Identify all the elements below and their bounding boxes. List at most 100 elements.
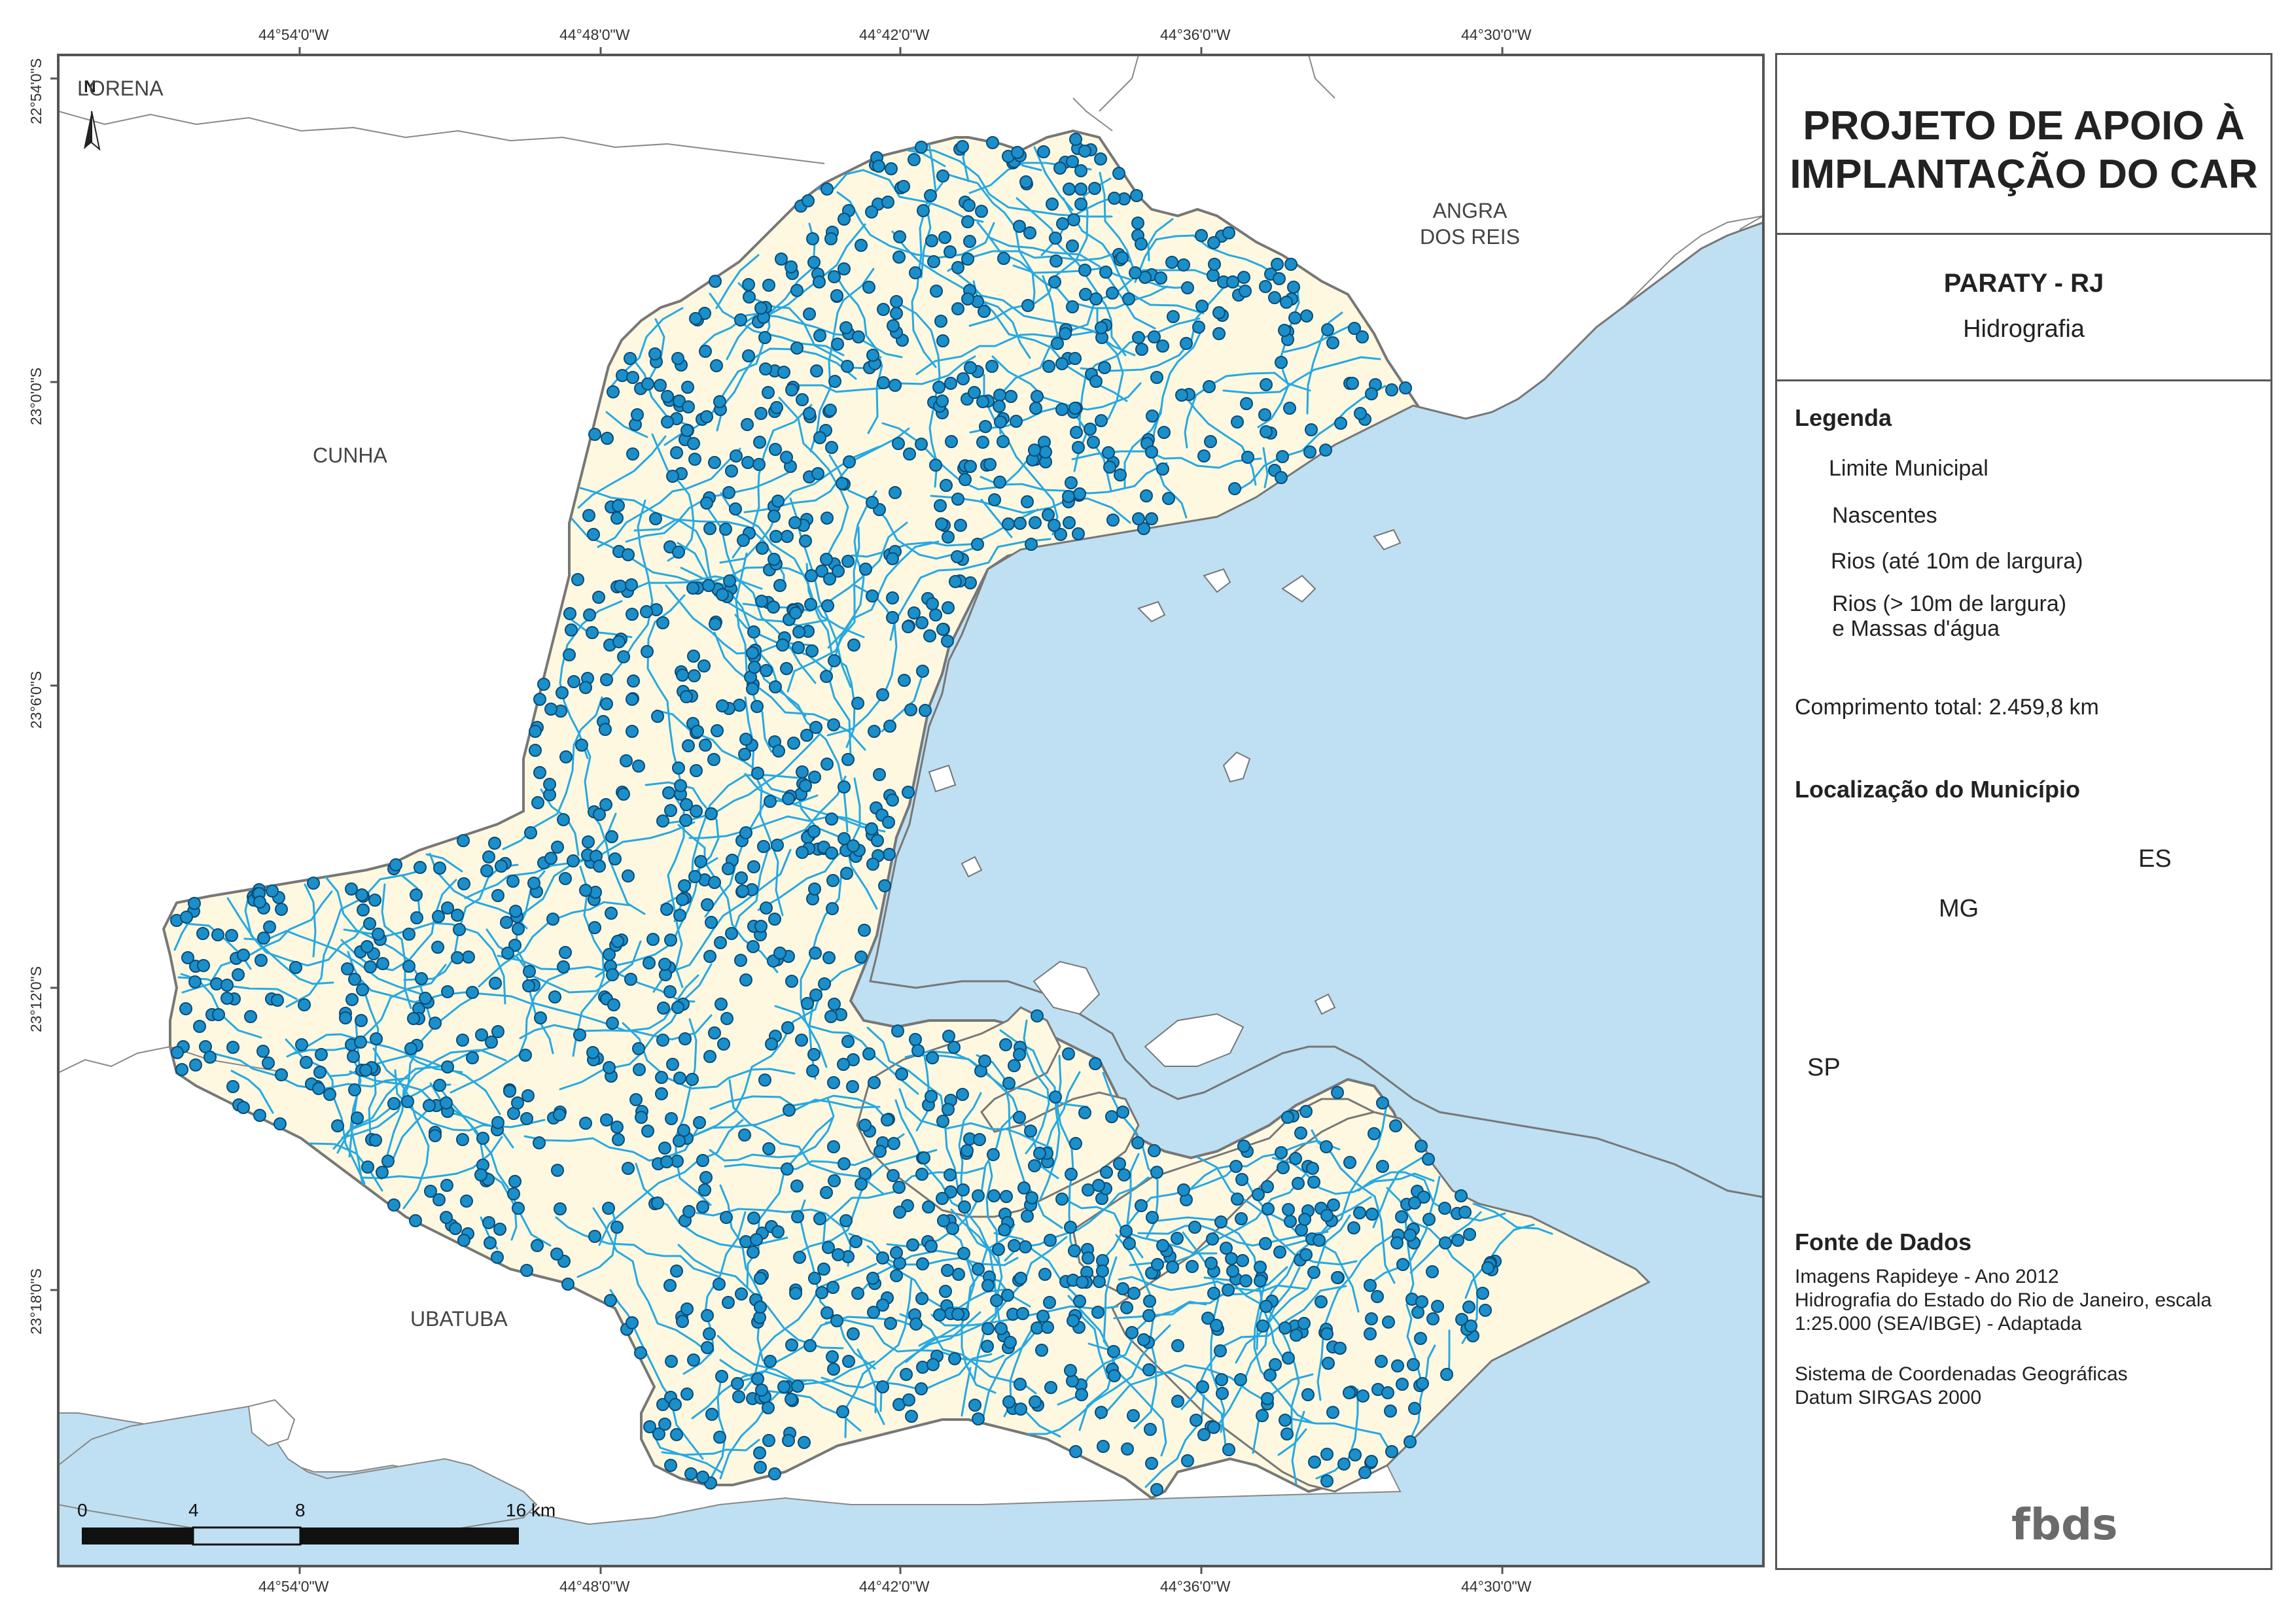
river-segment — [572, 865, 605, 1057]
spring-point — [1343, 1156, 1356, 1169]
spring-point — [1013, 1048, 1026, 1061]
spring-point — [1239, 1274, 1252, 1287]
spring-point — [376, 1166, 389, 1179]
spring-point — [482, 850, 495, 864]
spring-point — [866, 1272, 879, 1285]
spring-point — [887, 1169, 900, 1182]
legend-river-label: Rios (até 10m de largura) — [1831, 549, 2083, 574]
spring-point — [1156, 1239, 1169, 1252]
spring-point — [1067, 213, 1080, 226]
spring-point — [747, 625, 760, 638]
spring-point — [582, 835, 595, 848]
spring-point — [847, 638, 860, 652]
island-4 — [1281, 574, 1316, 603]
spring-point — [1365, 1455, 1378, 1468]
spring-point — [859, 563, 872, 576]
spring-point — [1407, 1358, 1420, 1371]
spring-point — [1283, 402, 1296, 415]
spring-point — [624, 973, 637, 986]
spring-point — [551, 841, 564, 854]
spring-point — [593, 808, 606, 821]
spring-point — [709, 618, 722, 631]
spring-point — [938, 231, 951, 244]
spring-point — [1066, 239, 1079, 253]
spring-point — [671, 352, 684, 365]
spring-point — [696, 1200, 709, 1213]
spring-point — [256, 1045, 270, 1058]
spring-point — [641, 645, 654, 658]
spring-point — [544, 852, 557, 865]
spring-point — [1074, 198, 1087, 211]
spring-point — [754, 1272, 767, 1285]
spring-point — [457, 834, 470, 847]
spring-point — [739, 826, 752, 839]
spring-point — [937, 1214, 950, 1227]
spring-point — [441, 901, 454, 915]
spring-point — [754, 1300, 767, 1314]
spring-point — [671, 1001, 684, 1014]
lon-label-top-3: 44°42'0"W — [859, 26, 930, 43]
spring-point — [948, 1352, 961, 1365]
spring-point — [976, 395, 989, 408]
spring-point — [1260, 425, 1273, 438]
spring-point — [841, 1035, 855, 1048]
spring-point — [1391, 1359, 1404, 1372]
spring-point — [791, 1210, 804, 1223]
spring-point — [771, 839, 784, 852]
spring-point — [1207, 1287, 1220, 1300]
spring-point — [1084, 423, 1097, 436]
spring-point — [993, 400, 1006, 413]
river-segment — [450, 971, 569, 1094]
place-cunha: CUNHA — [313, 444, 387, 467]
spring-point — [827, 1076, 840, 1089]
spring-point — [737, 534, 750, 547]
island-5 — [1203, 568, 1231, 593]
spring-point — [1381, 1386, 1394, 1399]
spring-point — [1069, 352, 1082, 365]
spring-point — [687, 1353, 700, 1367]
spring-point — [769, 530, 783, 543]
spring-point — [688, 453, 701, 466]
spring-point — [673, 1072, 686, 1085]
scale-label-0: 0 — [77, 1500, 88, 1520]
spring-point — [600, 673, 613, 686]
spring-point — [253, 1109, 266, 1122]
spring-point — [347, 1050, 360, 1063]
spring-point — [1125, 1326, 1139, 1339]
spring-point — [876, 1380, 889, 1393]
spring-point — [942, 531, 955, 544]
spring-point — [1062, 490, 1075, 503]
spring-point — [387, 1097, 400, 1110]
legend-municipal-label: Limite Municipal — [1829, 456, 1988, 481]
spring-point — [1260, 1300, 1273, 1313]
source-line-1: Imagens Rapideye - Ano 2012 — [1795, 1266, 2059, 1287]
spring-point — [1365, 1312, 1378, 1325]
spring-point — [573, 1028, 586, 1041]
spring-point — [986, 136, 999, 149]
source-line-5: Sistema de Coordenadas Geográficas — [1795, 1363, 2128, 1385]
spring-point — [665, 1112, 678, 1125]
spring-point — [821, 758, 834, 771]
spring-point — [641, 377, 654, 391]
spring-point — [930, 285, 943, 298]
spring-point — [563, 607, 576, 620]
spring-point — [820, 670, 833, 683]
spring-point — [963, 235, 976, 248]
river-segment — [360, 1136, 503, 1179]
spring-point — [828, 1174, 841, 1187]
river-segment — [325, 876, 433, 1025]
spring-point — [1039, 445, 1052, 459]
spring-point — [945, 435, 958, 448]
spring-point — [1214, 1344, 1227, 1357]
spring-point — [189, 1058, 202, 1072]
spring-point — [1197, 449, 1210, 462]
map-frame — [57, 54, 1765, 1567]
island-3 — [1222, 751, 1251, 783]
spring-point — [1010, 415, 1023, 428]
spring-point — [851, 697, 864, 710]
spring-point — [626, 447, 639, 461]
spring-point — [181, 951, 194, 964]
spring-point — [1171, 1232, 1184, 1245]
spring-point — [1371, 1290, 1384, 1303]
